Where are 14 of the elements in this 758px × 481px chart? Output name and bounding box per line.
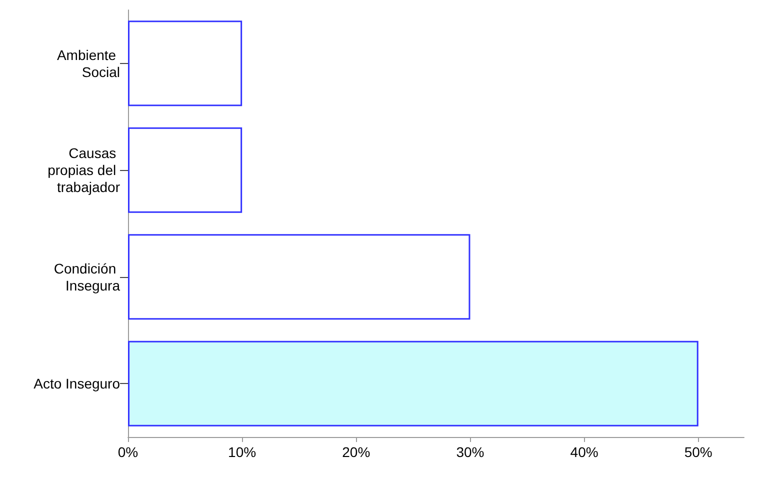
x-tick-label: 20% xyxy=(342,444,370,460)
bar xyxy=(128,340,698,426)
x-tick-label: 10% xyxy=(228,444,256,460)
y-tick-label: Acto Inseguro xyxy=(34,376,120,392)
y-tick-label: Ambiente Social xyxy=(56,46,120,80)
y-tick-label: Condición Insegura xyxy=(54,260,120,294)
x-tick-label: 30% xyxy=(456,444,484,460)
bar xyxy=(128,20,242,106)
bar xyxy=(128,127,242,213)
x-tick-label: 40% xyxy=(570,444,598,460)
y-tick-label: Causas propias del trabajador xyxy=(48,145,120,196)
x-tick-label: 50% xyxy=(684,444,712,460)
x-tick-label: 0% xyxy=(118,444,138,460)
bar xyxy=(128,234,470,320)
